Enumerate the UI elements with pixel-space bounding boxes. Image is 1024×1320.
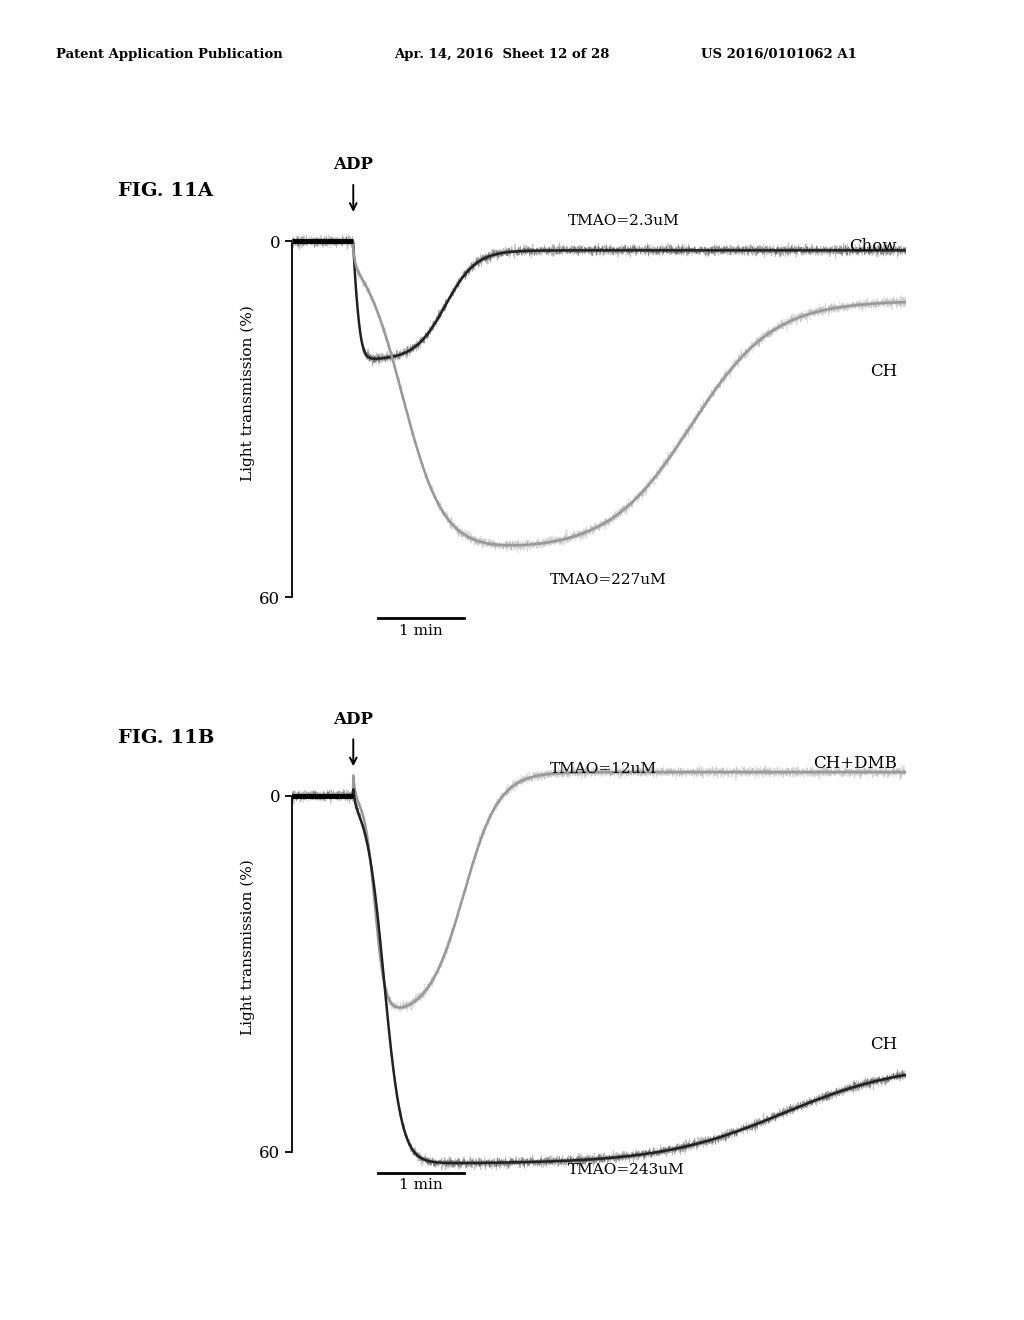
Text: ADP: ADP: [334, 156, 373, 173]
Y-axis label: Light transmission (%): Light transmission (%): [241, 859, 255, 1035]
Y-axis label: Light transmission (%): Light transmission (%): [241, 305, 255, 480]
Text: CH: CH: [869, 363, 897, 380]
Text: Chow: Chow: [849, 238, 897, 255]
Text: FIG. 11A: FIG. 11A: [118, 182, 213, 201]
Text: TMAO=2.3uM: TMAO=2.3uM: [568, 214, 680, 227]
Text: US 2016/0101062 A1: US 2016/0101062 A1: [701, 48, 857, 61]
Text: 1 min: 1 min: [399, 624, 442, 638]
Text: Patent Application Publication: Patent Application Publication: [56, 48, 283, 61]
Text: ADP: ADP: [334, 710, 373, 727]
Text: TMAO=12uM: TMAO=12uM: [550, 762, 657, 776]
Text: TMAO=227uM: TMAO=227uM: [550, 573, 667, 586]
Text: Apr. 14, 2016  Sheet 12 of 28: Apr. 14, 2016 Sheet 12 of 28: [394, 48, 609, 61]
Text: 1 min: 1 min: [399, 1179, 442, 1192]
Text: CH+DMB: CH+DMB: [813, 755, 897, 772]
Text: TMAO=243uM: TMAO=243uM: [568, 1163, 685, 1176]
Text: FIG. 11B: FIG. 11B: [118, 729, 214, 747]
Text: CH: CH: [869, 1036, 897, 1053]
